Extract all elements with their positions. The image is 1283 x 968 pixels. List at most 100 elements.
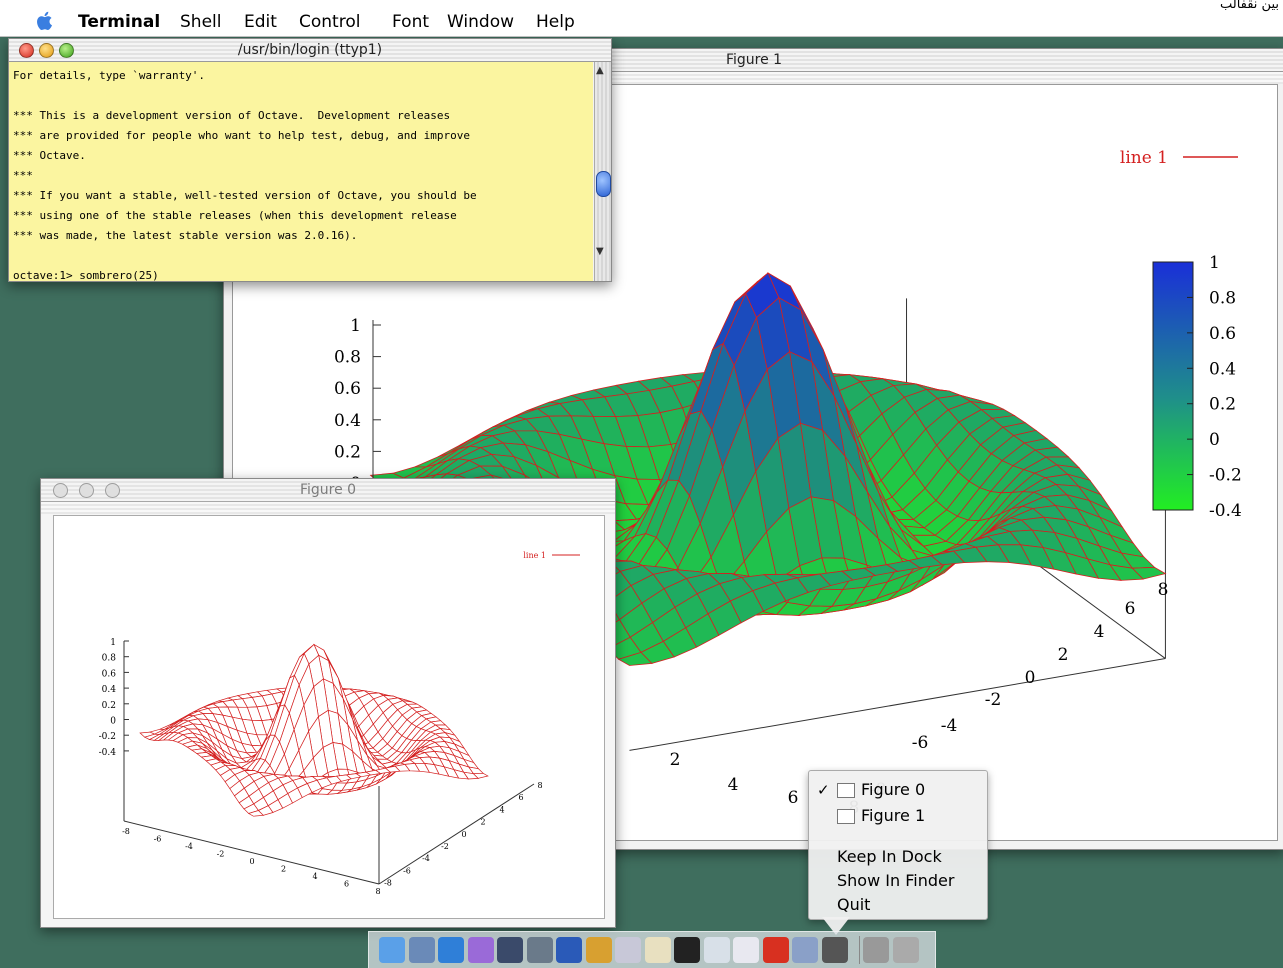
- x-tick-label: 2: [281, 865, 286, 874]
- x-tick-label: 0: [249, 857, 254, 866]
- z-tick-label: 0.2: [334, 442, 361, 462]
- y-tick-label: 4: [499, 805, 504, 814]
- terminal-scrollbar[interactable]: ▲ ▼: [594, 62, 611, 281]
- x-tick-label: 4: [312, 872, 317, 881]
- colorbar: [1152, 261, 1194, 511]
- close-button[interactable]: [19, 43, 34, 58]
- colorbar-tick-label: 0.2: [1209, 395, 1236, 415]
- x-tick-label: -2: [217, 850, 225, 859]
- menu-window[interactable]: Window: [447, 12, 515, 32]
- y-tick-label: -6: [912, 733, 929, 753]
- z-tick-label: 0.8: [102, 654, 117, 664]
- y-tick-label: 8: [537, 781, 542, 790]
- textedit-icon[interactable]: [703, 937, 730, 963]
- menu-item-show-in-finder[interactable]: Show In Finder: [837, 871, 955, 890]
- x-tick-label: -6: [154, 835, 162, 844]
- dock-separator: [859, 936, 860, 964]
- zoom-button[interactable]: [105, 483, 120, 498]
- scroll-down-arrow-icon[interactable]: ▼: [596, 246, 604, 257]
- zoom-button[interactable]: [59, 43, 74, 58]
- terminal-icon[interactable]: [674, 937, 700, 963]
- minimize-button[interactable]: [39, 43, 54, 58]
- terminal-output: For details, type `warranty'. *** This i…: [13, 69, 477, 282]
- dock-context-menu: ✓ Figure 0 Figure 1 Keep In Dock Show In…: [808, 770, 988, 920]
- preview-icon[interactable]: [644, 937, 671, 963]
- menu-control[interactable]: Control: [299, 12, 361, 32]
- itunes-icon[interactable]: [467, 937, 494, 963]
- y-tick-label: 4: [1094, 622, 1105, 642]
- figure0-titlebar[interactable]: Figure 0: [41, 479, 615, 502]
- system-prefs-icon[interactable]: [792, 937, 818, 963]
- menu-item-keep-in-dock[interactable]: Keep In Dock: [837, 847, 942, 866]
- y-tick-label: 2: [1058, 645, 1069, 665]
- iphoto-icon[interactable]: [585, 937, 612, 963]
- surface-mesh: [369, 272, 1167, 666]
- menu-help[interactable]: Help: [536, 12, 575, 32]
- menu-edit[interactable]: Edit: [244, 12, 277, 32]
- y-tick-label: 2: [480, 818, 485, 827]
- menu-font[interactable]: Font: [392, 12, 430, 32]
- terminal-text-area[interactable]: For details, type `warranty'. *** This i…: [9, 62, 593, 282]
- y-tick-label: 8: [1158, 580, 1169, 600]
- x-tick-label: 6: [344, 880, 349, 889]
- ie-icon[interactable]: [438, 937, 464, 963]
- gnuplot-icon[interactable]: [821, 937, 848, 963]
- menu-bar: Terminal Shell Edit Control Font Window …: [0, 0, 1283, 37]
- clock-icon[interactable]: [733, 937, 759, 963]
- acrobat-icon[interactable]: [762, 937, 789, 963]
- corner-text: بين نقفالب: [1219, 0, 1279, 12]
- menu-shell[interactable]: Shell: [180, 12, 222, 32]
- ibook-icon[interactable]: [556, 937, 582, 963]
- z-tick-label: 0.2: [102, 701, 116, 711]
- terminal-titlebar[interactable]: /usr/bin/login (ttyp1): [9, 39, 611, 62]
- colorbar-tick-label: -0.2: [1209, 466, 1242, 486]
- menu-item-figure0[interactable]: Figure 0: [861, 780, 926, 799]
- dock-menu-pointer: [822, 917, 850, 935]
- apple-menu-icon[interactable]: [34, 10, 56, 32]
- legend-label: line 1: [1120, 148, 1168, 168]
- minimize-button[interactable]: [79, 483, 94, 498]
- colorbar-tick-label: -0.4: [1209, 501, 1242, 521]
- window-icon: [837, 809, 855, 824]
- y-tick-label: -6: [403, 866, 411, 875]
- scroll-up-arrow-icon[interactable]: ▲: [596, 65, 604, 76]
- mail-icon[interactable]: [408, 937, 435, 963]
- x-tick-label: 2: [670, 750, 681, 770]
- terminal-window[interactable]: /usr/bin/login (ttyp1) For details, type…: [8, 38, 612, 282]
- y-tick-label: -8: [384, 879, 392, 888]
- imovie-icon[interactable]: [497, 937, 523, 963]
- z-tick-label: 1: [110, 638, 116, 648]
- z-tick-label: 0.6: [102, 669, 117, 679]
- close-button[interactable]: [53, 483, 68, 498]
- figure0-title: Figure 0: [299, 482, 357, 498]
- y-tick-label: -4: [422, 854, 430, 863]
- x-tick-label: 4: [728, 775, 739, 795]
- x-tick-label: -4: [185, 842, 193, 851]
- colorbar-tick-label: 0.6: [1209, 324, 1236, 344]
- colorbar-tick-label: 1: [1209, 253, 1220, 273]
- trash-icon[interactable]: [892, 937, 919, 963]
- menu-terminal[interactable]: Terminal: [78, 12, 161, 32]
- figure0-window[interactable]: Figure 0 1 0.8 0.6 0.4 0.2 0 -0.2 -0.4 -8 -6 -4 -2 0…: [40, 478, 616, 928]
- sherlock-icon[interactable]: [526, 937, 553, 963]
- y-tick-label: -4: [941, 716, 958, 736]
- utility-icon[interactable]: [863, 937, 889, 963]
- terminal-title: /usr/bin/login (ttyp1): [237, 42, 383, 58]
- scroll-thumb[interactable]: [596, 171, 611, 197]
- y-tick-label: 6: [518, 793, 523, 802]
- finder-icon[interactable]: [379, 937, 405, 963]
- menu-item-figure1[interactable]: Figure 1: [861, 806, 926, 825]
- ical-icon[interactable]: [615, 937, 641, 963]
- z-tick-label: 0.6: [334, 379, 361, 399]
- figure0-plot-area: 1 0.8 0.6 0.4 0.2 0 -0.2 -0.4 -8 -6 -4 -2 0 2 4 6 8 8 6 4 2 0…: [53, 515, 605, 919]
- y-tick-label: -2: [985, 690, 1002, 710]
- z-tick-label: 0.4: [102, 685, 117, 695]
- z-tick-label: 0.4: [334, 411, 361, 431]
- x-tick-label: 6: [788, 788, 799, 808]
- menu-item-quit[interactable]: Quit: [837, 895, 871, 914]
- colorbar-tick-label: 0.8: [1209, 288, 1236, 308]
- y-tick-label: 6: [1125, 599, 1136, 619]
- x-tick-label: 8: [375, 887, 380, 896]
- figure1-title: Figure 1: [725, 52, 783, 68]
